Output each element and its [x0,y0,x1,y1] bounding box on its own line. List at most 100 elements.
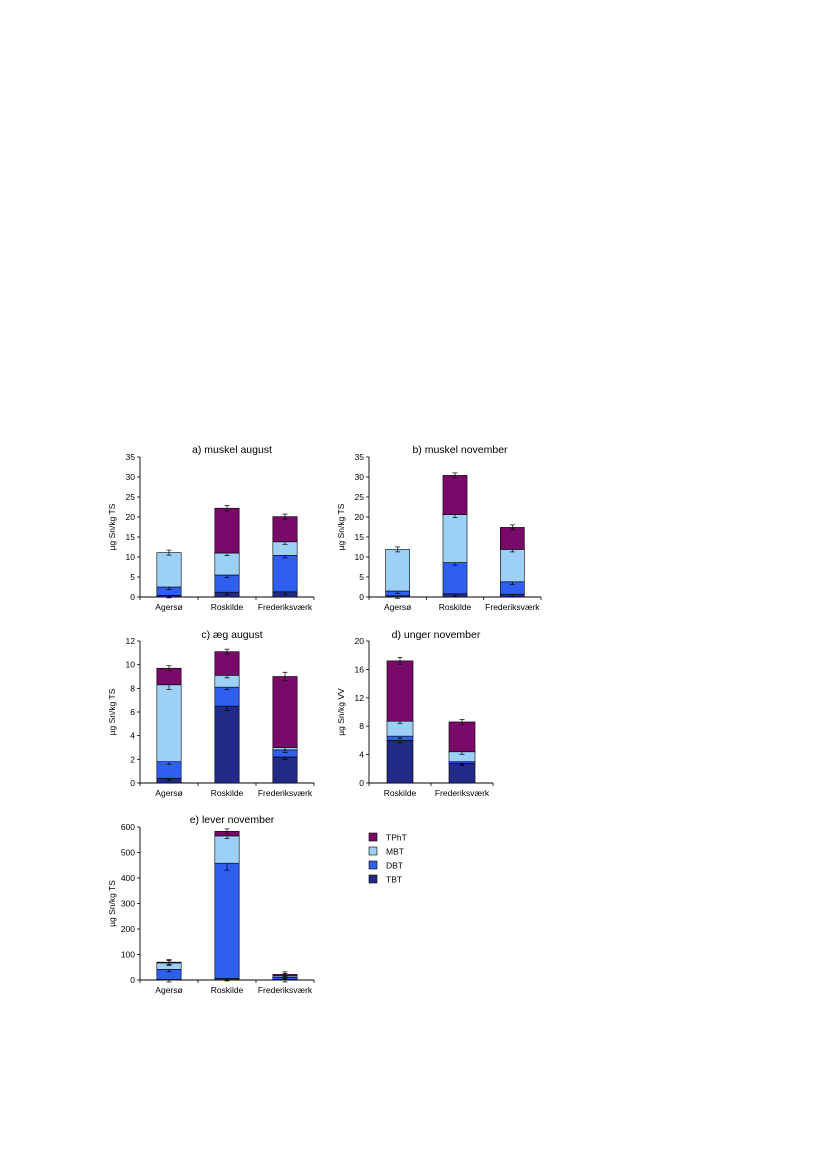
error-bar [166,959,172,966]
bar-segment-tbt [272,756,298,784]
bar-segment-mbt [499,549,525,583]
y-tick-label: 30 [355,472,365,482]
error-bar [397,656,403,665]
y-tick-label: 100 [121,950,135,960]
bar-segment-tpht [448,721,476,753]
legend-swatch [368,846,378,856]
legend-label: DBT [386,861,403,871]
y-tick-label: 6 [130,707,135,717]
error-bar [166,549,172,556]
y-tick-label: 2 [130,754,135,764]
legend-item-tbt: TBT [368,874,402,885]
chart-panel-3: c) æg august µg Sn/kg TS 0 2 4 6 8 10 12 Agersø Ro… [107,629,315,798]
bar-segment-dbt [442,562,468,595]
chart-title: a) muskel august [192,444,272,456]
legend-item-dbt: DBT [368,860,403,871]
y-tick-label: 20 [126,512,136,522]
category-label: Frederiksværk [435,788,490,798]
error-bar [224,505,230,512]
category-label: Roskilde [211,788,244,798]
y-tick-label: 8 [130,683,135,693]
y-tick-label: 10 [355,552,365,562]
y-tick-label: 500 [121,848,135,858]
legend-label: MBT [386,847,404,857]
y-tick-label: 15 [355,532,365,542]
category-label: Agersø [155,985,182,995]
bar-segment-tpht [499,527,525,550]
legend-swatch [368,874,378,884]
category-label: Roskilde [211,602,244,612]
error-bar [395,546,401,553]
error-bar [224,648,230,655]
error-bar [224,828,230,835]
y-tick-label: 0 [130,592,135,602]
legend-label: TPhT [386,833,407,843]
y-tick-label: 0 [130,778,135,788]
bar-segment-tpht [442,475,468,515]
category-label: Frederiksværk [258,602,313,612]
legend: TPhT MBT DBT TBT [368,832,407,885]
y-tick-label: 4 [359,750,364,760]
chart-title: b) muskel november [412,444,508,456]
y-tick-label: 12 [126,636,136,646]
chart-panel-5: e) lever november µg Sn/kg TS 0 100 200 300 40… [107,814,315,995]
category-label: Agersø [155,602,182,612]
legend-item-tpht: TPhT [368,832,407,843]
legend-swatch [368,832,378,842]
bar-segment-mbt [214,835,240,864]
legend-item-mbt: MBT [368,846,404,857]
category-label: Agersø [384,602,411,612]
y-tick-label: 4 [130,731,135,741]
category-label: Roskilde [384,788,417,798]
y-tick-label: 20 [355,636,365,646]
y-tick-label: 15 [126,532,136,542]
y-tick-label: 200 [121,924,135,934]
chart-panel-1: a) muskel august µg Sn/kg TS 0 5 10 15 20 25 30 3… [107,444,315,612]
y-tick-label: 10 [126,552,136,562]
bar-segment-dbt [214,862,240,979]
y-tick-label: 5 [130,572,135,582]
legend-swatch [368,860,378,870]
bar-segment-mbt [385,549,411,592]
y-tick-label: 0 [359,778,364,788]
bar-segment-tpht [214,507,240,554]
bar-segment-mbt [156,552,182,588]
y-tick-label: 25 [355,492,365,502]
chart-title: e) lever november [190,814,275,826]
y-tick-label: 400 [121,873,135,883]
bar-segment-mbt [442,514,468,563]
bar-segment-tbt [214,705,240,784]
category-label: Agersø [155,788,182,798]
chart-title: d) unger november [392,629,481,641]
bar-segment-tbt [448,762,476,784]
y-tick-label: 12 [355,693,365,703]
y-tick-label: 300 [121,899,135,909]
y-tick-label: 35 [355,452,365,462]
bar-segment-dbt [272,555,298,593]
y-axis-label: µg Sn/kg VV [336,688,346,736]
y-tick-label: 5 [359,572,364,582]
chart-panel-2: b) muskel november µg Sn/kg TS 0 5 10 15 20 25 3… [336,444,542,612]
y-tick-label: 25 [126,492,136,502]
chart-title: c) æg august [201,629,262,641]
y-axis-label: µg Sn/kg TS [107,880,117,927]
y-tick-label: 0 [130,975,135,985]
y-tick-label: 8 [359,721,364,731]
category-label: Roskilde [439,602,472,612]
category-label: Frederiksværk [485,602,540,612]
bar-segment-tpht [214,651,240,676]
y-tick-label: 30 [126,472,136,482]
chart-panel-4: d) unger november µg Sn/kg VV 0 4 8 12 16 20 Ros… [336,629,494,798]
y-axis-label: µg Sn/kg TS [107,688,117,735]
error-bar [452,472,458,479]
error-bar [509,524,515,531]
bar-segment-mbt [156,684,182,762]
y-tick-label: 20 [355,512,365,522]
y-tick-label: 35 [126,452,136,462]
category-label: Frederiksværk [258,985,313,995]
bar-segment-tpht [386,660,414,722]
bar-segment-tbt [386,740,414,784]
bar-segment-tpht [272,516,298,543]
